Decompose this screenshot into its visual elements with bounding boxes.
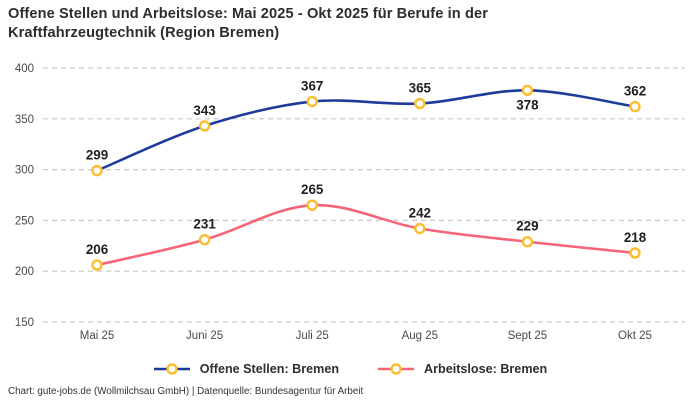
data-point-marker — [414, 222, 426, 235]
data-point-marker — [414, 97, 426, 110]
legend-label-offene-stellen: Offene Stellen: Bremen — [199, 362, 340, 376]
data-label: 367 — [301, 79, 323, 94]
data-point-marker — [521, 236, 534, 248]
data-point-marker — [629, 247, 641, 259]
data-label: 362 — [624, 84, 646, 99]
y-tick-label-400: 400 — [15, 63, 34, 75]
data-point-marker — [91, 164, 103, 177]
data-label: 343 — [193, 103, 215, 118]
data-point-marker — [91, 259, 103, 271]
data-label: 378 — [516, 97, 539, 112]
data-point-marker — [306, 95, 318, 108]
data-label: 265 — [301, 182, 324, 197]
legend-label-arbeitslose: Arbeitslose: Bremen — [424, 362, 548, 376]
y-tick-label-350: 350 — [15, 114, 34, 126]
legend-item-offene-stellen[interactable]: Offene Stellen: Bremen — [153, 362, 339, 376]
x-tick-label-6: Okt 25 — [618, 330, 652, 342]
data-point-marker — [198, 234, 211, 246]
legend-line-marker-icon-blue — [153, 363, 190, 375]
chart-attribution: Chart: gute-jobs.de (Wollmilchsau GmbH) … — [8, 386, 364, 397]
y-tick-label-150: 150 — [15, 317, 34, 329]
data-point-marker — [198, 120, 211, 132]
data-label: 242 — [409, 206, 431, 221]
x-tick-label-4: Aug 25 — [402, 330, 438, 342]
legend-line-marker-icon-pink — [378, 363, 415, 375]
data-label: 231 — [193, 217, 216, 232]
data-point-marker — [629, 100, 641, 113]
data-label: 218 — [624, 230, 647, 245]
chart-title: Offene Stellen und Arbeitslose: Mai 2025… — [8, 6, 488, 42]
y-tick-label-200: 200 — [15, 266, 34, 278]
y-tick-label-250: 250 — [15, 215, 34, 227]
data-label: 206 — [86, 242, 108, 257]
legend-item-arbeitslose[interactable]: Arbeitslose: Bremen — [377, 362, 547, 376]
x-tick-label-2: Juni 25 — [186, 330, 223, 342]
data-label: 299 — [86, 148, 108, 163]
data-point-marker — [521, 84, 534, 97]
chart-legend: Offene Stellen: Bremen Arbeitslose: Brem… — [0, 362, 700, 376]
x-tick-label-1: Mai 25 — [80, 330, 115, 342]
series-line-1 — [95, 203, 637, 267]
data-label: 229 — [516, 219, 538, 234]
data-label: 365 — [409, 81, 432, 96]
x-tick-label-5: Sept 25 — [508, 330, 548, 342]
series-line-0 — [95, 89, 637, 172]
x-tick-label-3: Juli 25 — [296, 330, 329, 342]
y-tick-label-300: 300 — [15, 165, 34, 177]
data-point-marker — [306, 199, 318, 211]
